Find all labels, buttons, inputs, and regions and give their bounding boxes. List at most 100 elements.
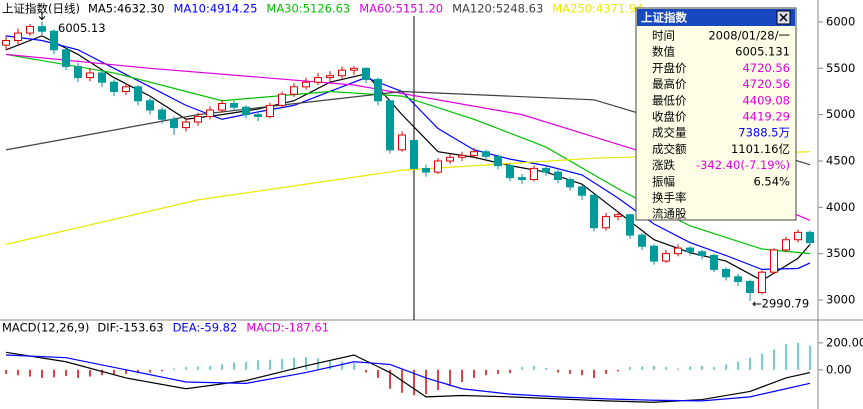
candle-body xyxy=(350,67,358,71)
candle-body xyxy=(602,216,610,229)
close-icon[interactable] xyxy=(779,13,788,22)
legend-entry: MA5:4632.30 xyxy=(88,2,165,16)
candle-body xyxy=(194,115,202,123)
y-tick-label: 5500 xyxy=(826,61,855,75)
candle-body xyxy=(782,239,790,251)
candle-body xyxy=(698,251,706,257)
ma-line xyxy=(5,35,811,271)
annotation: 6005.13 xyxy=(58,21,106,35)
candle-body xyxy=(626,214,634,236)
annotation: ←2990.79 xyxy=(752,296,809,310)
candle-body xyxy=(554,171,562,181)
tooltip-label: 流通股 xyxy=(652,207,687,221)
legend-entry: MA10:4914.25 xyxy=(174,2,258,16)
tooltip-box xyxy=(635,7,797,221)
candle-body xyxy=(410,140,418,169)
candle-body xyxy=(302,81,310,88)
tooltip-value: 1101.16亿 xyxy=(731,142,790,156)
candle-body xyxy=(86,72,94,79)
candle-body xyxy=(506,165,514,179)
candle-body xyxy=(758,271,766,294)
tooltip-label: 时间 xyxy=(652,29,675,43)
candle-body xyxy=(242,106,250,116)
ma-line xyxy=(5,351,811,403)
candle-body xyxy=(362,67,370,80)
candle-body xyxy=(458,154,466,158)
candle-body xyxy=(662,253,670,262)
ma-line xyxy=(5,53,811,255)
candle-body xyxy=(50,30,58,51)
tooltip-label: 最高价 xyxy=(652,77,687,91)
tooltip-title: 上证指数 xyxy=(641,11,687,25)
tooltip-label: 成交额 xyxy=(652,142,687,156)
candle-body xyxy=(578,186,586,196)
candle-body xyxy=(182,121,190,129)
candle-body xyxy=(590,194,598,229)
tooltip-label: 数值 xyxy=(652,45,675,59)
tooltip-value: 2008/01/28/一 xyxy=(708,29,790,43)
candle-body xyxy=(98,72,106,83)
tooltip-label: 最低价 xyxy=(652,93,687,107)
tooltip-label: 换手率 xyxy=(652,191,687,205)
candle-body xyxy=(494,155,502,167)
candle-body xyxy=(518,177,526,181)
candle-body xyxy=(62,49,70,67)
y-tick-label: 6000 xyxy=(826,14,855,28)
panel-title: 上证指数(日线) xyxy=(2,2,80,16)
annotation-arrow xyxy=(38,11,46,21)
candle-body xyxy=(338,69,346,77)
legend-entry: DIF:-153.63 xyxy=(97,321,163,335)
legend-entry: MACD:-187.61 xyxy=(246,321,329,335)
candle-body xyxy=(170,118,178,129)
tooltip-value: 6005.131 xyxy=(735,45,790,59)
candle-body xyxy=(770,249,778,273)
tooltip-label: 振幅 xyxy=(652,174,675,188)
candle-body xyxy=(290,86,298,95)
candle-body xyxy=(434,160,442,173)
tooltip-value: -342.40(-7.19%) xyxy=(696,158,790,172)
y-tick-label: 5000 xyxy=(826,107,855,121)
tooltip-label: 涨跌 xyxy=(652,158,675,172)
candle-body xyxy=(254,114,262,117)
candle-body xyxy=(722,268,730,278)
candle-body xyxy=(158,109,166,120)
candle-body xyxy=(746,280,754,294)
candle-body xyxy=(794,231,802,241)
candle-body xyxy=(230,103,238,108)
ma-line xyxy=(5,354,811,402)
candle-body xyxy=(386,100,394,151)
candle-body xyxy=(146,100,154,111)
candle-body xyxy=(14,32,22,42)
y-tick-label: 3000 xyxy=(826,292,855,306)
candle-body xyxy=(278,93,286,106)
y-tick-label: 200.00 xyxy=(826,335,863,349)
ma-line xyxy=(5,35,811,282)
candle-body xyxy=(134,86,142,102)
candle-body xyxy=(38,26,46,32)
candle-body xyxy=(470,151,478,156)
candle-body xyxy=(374,78,382,102)
y-tick-label: 4500 xyxy=(826,153,855,167)
tooltip-value: 4419.29 xyxy=(742,110,790,124)
y-tick-label: 3500 xyxy=(826,246,855,260)
legend-entry: MA250:4371.94 xyxy=(552,2,643,16)
candle-body xyxy=(422,167,430,173)
candle-body xyxy=(122,86,130,92)
candle-body xyxy=(446,156,454,162)
tooltip-value: 7388.5万 xyxy=(738,126,790,140)
y-tick-label: 4000 xyxy=(826,200,855,214)
candle-body xyxy=(614,214,622,218)
legend-entry: DEA:-59.82 xyxy=(173,321,238,335)
legend-entry: MA120:5248.63 xyxy=(452,2,543,16)
candle-body xyxy=(110,81,118,92)
tooltip-label: 开盘价 xyxy=(652,61,687,75)
tooltip-value: 4720.56 xyxy=(742,77,790,91)
candle-body xyxy=(542,167,550,173)
tooltip-titlebar xyxy=(637,9,795,26)
candle-body xyxy=(734,276,742,282)
candle-body xyxy=(218,103,226,111)
candle-body xyxy=(566,179,574,188)
candle-body xyxy=(314,77,322,83)
panel-title: MACD(12,26,9) xyxy=(2,321,89,335)
